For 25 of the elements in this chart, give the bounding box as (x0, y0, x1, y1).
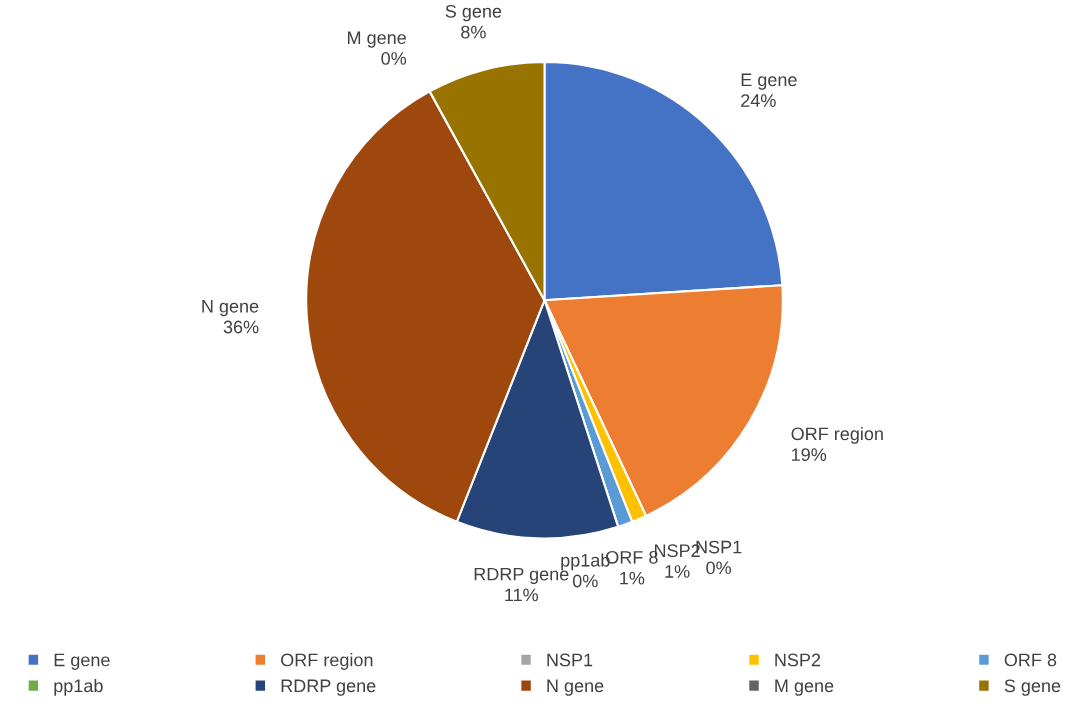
slice-label: S gene (445, 4, 502, 22)
data-label: 8% (461, 25, 486, 39)
legend-label: ORF region (281, 653, 373, 670)
slice-label: E gene (741, 73, 797, 90)
slice-label: N gene (202, 300, 259, 317)
legend-label: NSP2 (775, 653, 821, 667)
category-label: M gene (348, 31, 406, 48)
text: 0% (381, 52, 407, 65)
text: 0% (572, 574, 598, 588)
slice-label: ORF region (791, 426, 883, 444)
data-label: 11% (505, 588, 538, 602)
text: 0% (706, 561, 732, 575)
data-label: 36% (223, 320, 259, 334)
legend-label: ORF 8 (1004, 653, 1057, 667)
legend-label: pp1ab (54, 678, 103, 696)
legend-label: E gene (54, 653, 110, 670)
legend-label: N gene (547, 679, 604, 696)
data-label: 19% (792, 448, 827, 461)
data-label: 24% (741, 94, 776, 107)
legend-label: S gene (1004, 679, 1061, 696)
legend-label: NSP1 (547, 653, 593, 667)
legend-label: M gene (775, 679, 834, 696)
data-label: 1% (620, 571, 645, 585)
data-label: 1% (665, 565, 690, 578)
legend-label: RDRP gene (281, 679, 376, 696)
